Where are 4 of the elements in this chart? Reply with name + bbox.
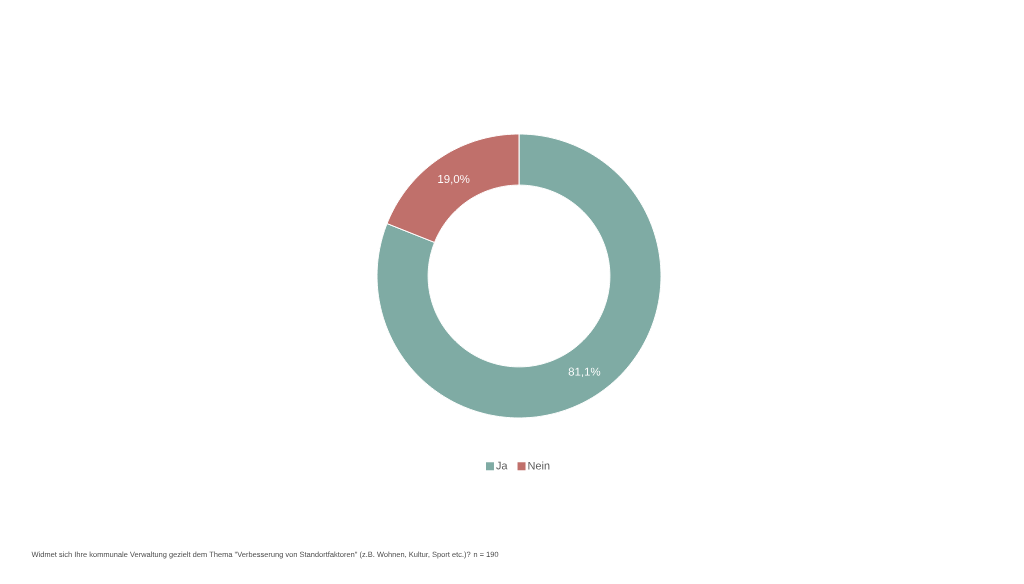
data-label: 81,1%	[568, 367, 601, 378]
legend-label: Nein	[528, 461, 550, 470]
data-label: 19,0%	[438, 174, 470, 185]
legend-label: Ja	[496, 461, 508, 470]
